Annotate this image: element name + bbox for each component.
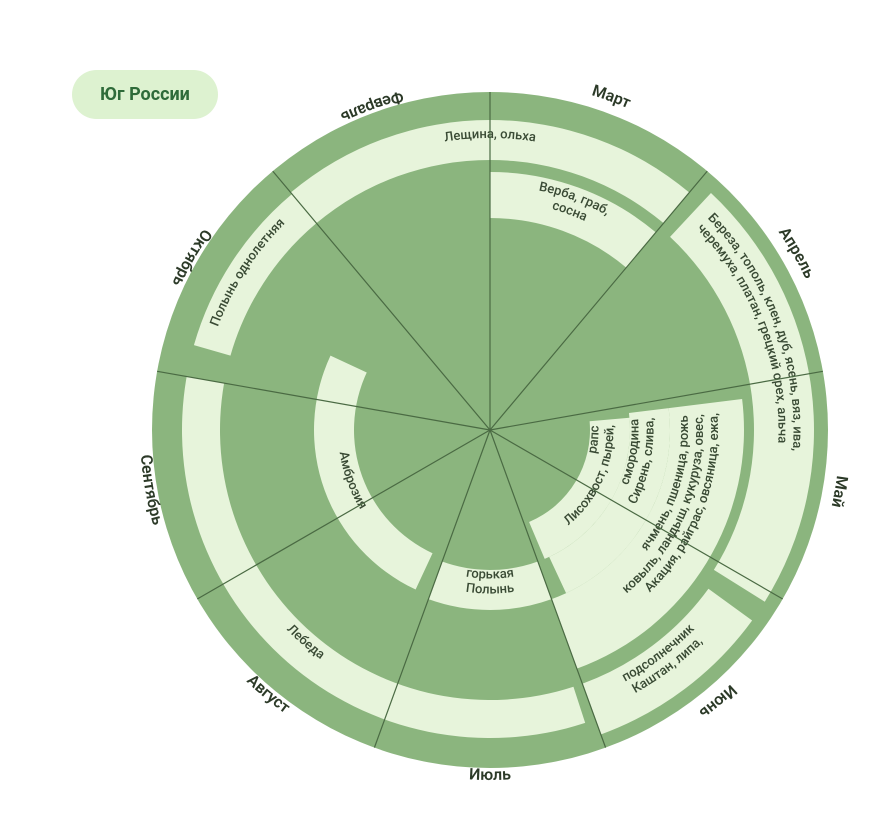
radial-chart: Лещина, ольхаВерба, граб,соснаБереза, то… — [0, 0, 894, 817]
month-label: Май — [828, 475, 852, 510]
root: { "canvas": { "width": 894, "height": 81… — [0, 0, 894, 817]
band-label-polyn-g: Полынь — [465, 581, 515, 598]
month-label: Июль — [469, 764, 512, 784]
month-label: Март — [590, 81, 634, 112]
region-badge-label: Юг России — [100, 84, 190, 105]
region-badge: Юг России — [72, 70, 218, 119]
